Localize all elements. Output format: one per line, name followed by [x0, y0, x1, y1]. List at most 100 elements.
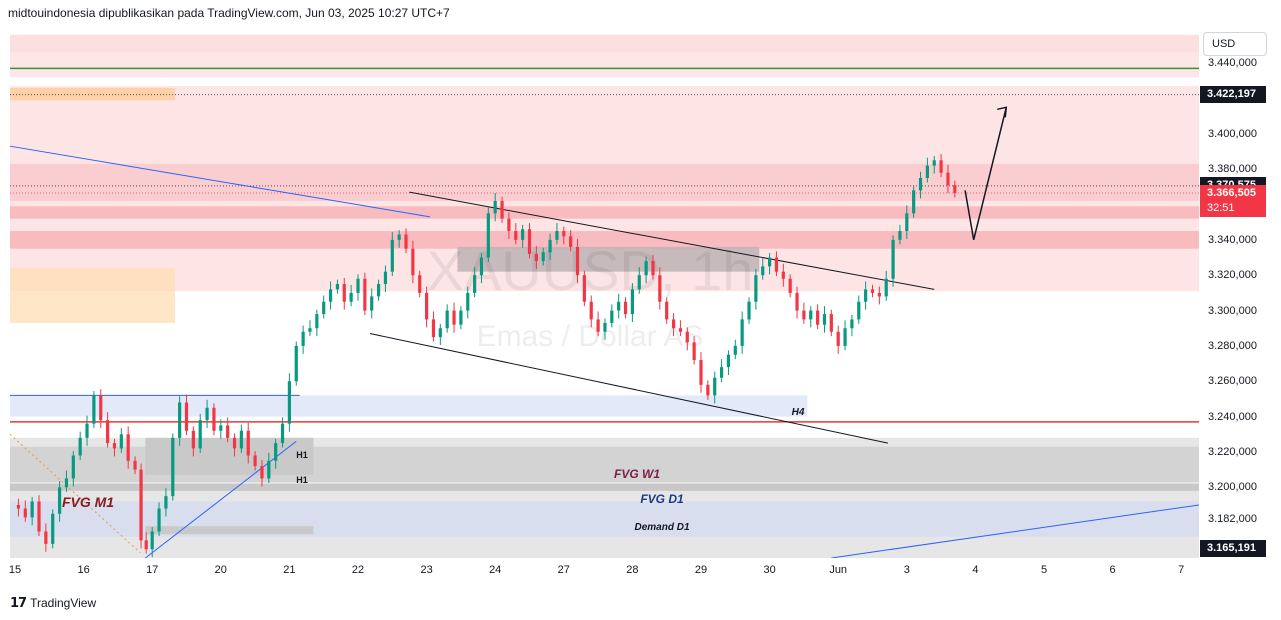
candle — [658, 267, 662, 310]
candle — [438, 323, 442, 346]
price-axis-label: 3.422,197 — [1200, 86, 1266, 104]
candle — [171, 433, 175, 501]
candle — [466, 286, 470, 319]
projection-arrowhead — [997, 106, 1008, 118]
candle — [857, 295, 861, 324]
price-tick-label: 3.280,000 — [1208, 339, 1257, 352]
candle — [891, 235, 895, 287]
price-axis-value: 3.422,197 — [1207, 88, 1256, 101]
candle — [939, 154, 943, 178]
candle — [370, 288, 374, 319]
candle — [280, 417, 285, 448]
candle — [376, 279, 381, 301]
candle — [157, 502, 161, 536]
time-tick-label: 21 — [283, 564, 296, 576]
candle — [623, 297, 628, 319]
candle — [617, 293, 621, 319]
time-tick-label: 16 — [77, 564, 90, 576]
watermark-description: Emas / Dollar AS — [477, 320, 704, 353]
candle — [445, 304, 449, 333]
currency-button[interactable]: USD — [1203, 32, 1267, 56]
candle — [459, 306, 463, 330]
candle — [390, 231, 394, 277]
candle — [322, 295, 326, 319]
candle — [205, 399, 209, 429]
candle — [92, 390, 96, 429]
candle — [562, 226, 566, 245]
candle — [822, 306, 827, 333]
candle — [71, 451, 75, 487]
channel-lower-line — [369, 333, 889, 444]
candle — [500, 196, 504, 224]
candle — [884, 270, 888, 301]
candle — [843, 320, 847, 351]
zone-h4 — [10, 395, 808, 417]
candle — [342, 277, 346, 310]
zone-mid2 — [10, 206, 1199, 219]
candle — [219, 419, 223, 439]
candle — [126, 426, 130, 469]
candle — [349, 284, 353, 307]
price-scale[interactable] — [1199, 26, 1281, 558]
candle — [363, 272, 367, 315]
zone-mid — [10, 163, 1199, 201]
price-tick-label: 3.200,000 — [1208, 481, 1257, 494]
candle — [534, 246, 538, 270]
candle — [788, 274, 792, 298]
candle — [918, 171, 923, 199]
candle — [335, 279, 340, 294]
price-tick-label: 3.300,000 — [1208, 304, 1257, 317]
zone-top2 — [10, 52, 1199, 78]
candle — [99, 389, 103, 429]
candle — [37, 495, 41, 536]
candle — [112, 438, 117, 457]
candle — [761, 258, 765, 280]
candle — [119, 428, 123, 453]
candle — [404, 228, 408, 254]
candle — [425, 286, 429, 328]
projection-path — [964, 107, 1007, 241]
time-tick-label: 30 — [763, 564, 776, 576]
price-tick-label: 3.240,000 — [1208, 410, 1257, 423]
candle — [133, 456, 137, 475]
candle — [411, 240, 415, 284]
candle — [651, 254, 655, 280]
channel-upper-line — [409, 191, 935, 290]
candle — [719, 359, 724, 383]
candle — [267, 452, 271, 483]
candle — [479, 253, 484, 284]
tradingview-logo[interactable]: 𝟭𝟳 TradingView — [10, 595, 96, 611]
candle — [898, 224, 902, 245]
candle — [637, 267, 641, 294]
zone-h1 — [145, 437, 314, 475]
candle — [596, 311, 600, 337]
candle — [16, 498, 21, 517]
price-tick-label: 3.320,000 — [1208, 269, 1257, 282]
candle — [699, 352, 703, 393]
candle — [555, 223, 559, 245]
trendline-blue-left — [145, 440, 297, 558]
fib-dotted-line — [9, 433, 141, 554]
candle — [507, 212, 511, 239]
candle — [877, 286, 881, 305]
candle — [452, 302, 456, 333]
candle — [575, 238, 580, 284]
zone-gray — [457, 246, 760, 272]
price-axis-label: 3.165,191 — [1200, 540, 1266, 558]
label-h1-lower: H1 — [296, 475, 308, 485]
candle — [527, 223, 532, 259]
candle — [836, 325, 840, 354]
candle — [678, 320, 683, 337]
candle — [383, 265, 388, 292]
candle — [521, 224, 525, 248]
candle — [733, 339, 737, 360]
candle — [85, 415, 89, 446]
price-tick-label: 3.220,000 — [1208, 445, 1257, 458]
price-tick-label: 3.440,000 — [1208, 57, 1257, 70]
price-tick-label: 3.182,000 — [1208, 513, 1257, 526]
tradingview-brand: TradingView — [30, 596, 97, 610]
zone-fvg-d1-line — [10, 483, 1199, 491]
price-tick-label: 3.260,000 — [1208, 375, 1257, 388]
chart-header-title: midtouindonesia dipublikasikan pada Trad… — [8, 6, 450, 20]
